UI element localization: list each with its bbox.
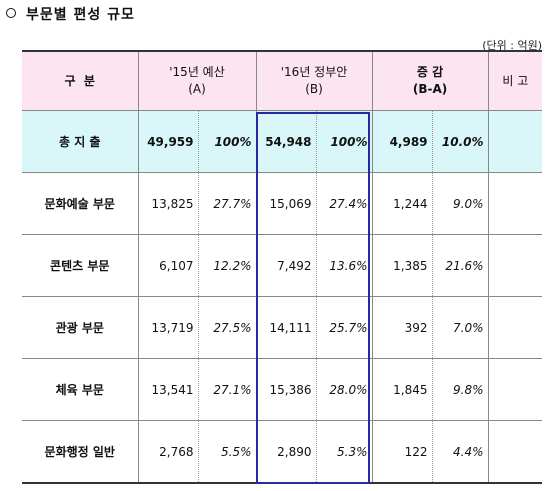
row-change-pct: 4.4%	[431, 420, 489, 484]
row-change-pct: 9.0%	[431, 172, 489, 235]
row-budget15-value: 13,541	[137, 358, 198, 421]
header-budget15: '15년 예산 (A)	[137, 50, 257, 111]
row-budget15-pct: 27.5%	[197, 296, 257, 359]
row-change-value: 1,244	[371, 172, 433, 235]
section-title: 부문별 편성 규모	[6, 4, 135, 24]
row-budget16-value: 54,948	[255, 110, 317, 173]
header-budget16: '16년 정부안 (B)	[255, 50, 373, 111]
row-category: 총 지 출	[22, 110, 139, 173]
row-budget16-pct: 5.3%	[315, 420, 373, 484]
row-change-value: 1,385	[371, 234, 433, 297]
table-header-row: 구 분 '15년 예산 (A) '16년 정부안 (B) 증 감 (B-A) 비…	[22, 50, 543, 111]
header-note: 비 고	[487, 50, 543, 111]
row-budget15-value: 2,768	[137, 420, 198, 484]
table-row: 체육 부문 13,541 27.1% 15,386 28.0% 1,845 9.8%	[22, 358, 543, 421]
row-budget15-pct: 12.2%	[197, 234, 257, 297]
row-budget16-value: 15,069	[255, 172, 317, 235]
row-change-value: 1,845	[371, 358, 433, 421]
table-row: 문화예술 부문 13,825 27.7% 15,069 27.4% 1,244 9.0%	[22, 172, 543, 235]
header-change-sub: (B-A)	[412, 82, 448, 96]
row-budget16-value: 14,111	[255, 296, 317, 359]
row-budget15-value: 13,825	[137, 172, 198, 235]
header-budget15-label: '15년 예산	[169, 65, 225, 79]
row-note	[487, 110, 543, 173]
row-change-value: 122	[371, 420, 433, 484]
row-change-value: 392	[371, 296, 433, 359]
row-budget16-pct: 28.0%	[315, 358, 373, 421]
row-change-pct: 10.0%	[431, 110, 489, 173]
row-budget15-pct: 100%	[197, 110, 257, 173]
header-budget16-sub: (B)	[305, 82, 323, 96]
row-budget15-pct: 27.7%	[197, 172, 257, 235]
row-note	[487, 296, 543, 359]
table-row: 관광 부문 13,719 27.5% 14,111 25.7% 392 7.0%	[22, 296, 543, 359]
header-budget16-label: '16년 정부안	[280, 65, 348, 79]
row-note	[487, 420, 543, 484]
row-budget16-value: 2,890	[255, 420, 317, 484]
row-note	[487, 172, 543, 235]
row-budget15-value: 49,959	[137, 110, 198, 173]
unit-label: (단위 : 억원)	[482, 39, 542, 52]
circle-bullet-icon	[6, 8, 16, 18]
row-budget15-value: 13,719	[137, 296, 198, 359]
row-change-pct: 7.0%	[431, 296, 489, 359]
row-budget15-pct: 27.1%	[197, 358, 257, 421]
row-budget15-pct: 5.5%	[197, 420, 257, 484]
row-category: 관광 부문	[22, 296, 139, 359]
header-budget15-sub: (A)	[188, 82, 206, 96]
row-note	[487, 358, 543, 421]
row-change-pct: 21.6%	[431, 234, 489, 297]
row-note	[487, 234, 543, 297]
row-category: 체육 부문	[22, 358, 139, 421]
row-budget16-pct: 27.4%	[315, 172, 373, 235]
row-change-value: 4,989	[371, 110, 433, 173]
row-budget16-pct: 13.6%	[315, 234, 373, 297]
header-change-label: 증 감	[416, 65, 444, 79]
header-change: 증 감 (B-A)	[371, 50, 489, 111]
section-title-text: 부문별 편성 규모	[26, 7, 135, 23]
row-category: 문화행정 일반	[22, 420, 139, 484]
row-category: 문화예술 부문	[22, 172, 139, 235]
row-budget15-value: 6,107	[137, 234, 198, 297]
row-budget16-value: 15,386	[255, 358, 317, 421]
row-budget16-pct: 25.7%	[315, 296, 373, 359]
table-row: 총 지 출 49,959 100% 54,948 100% 4,989 10.0%	[22, 110, 543, 173]
row-budget16-value: 7,492	[255, 234, 317, 297]
table-row: 문화행정 일반 2,768 5.5% 2,890 5.3% 122 4.4%	[22, 420, 543, 484]
row-category: 콘텐츠 부문	[22, 234, 139, 297]
table-row: 콘텐츠 부문 6,107 12.2% 7,492 13.6% 1,385 21.6%	[22, 234, 543, 297]
budget-table: 구 분 '15년 예산 (A) '16년 정부안 (B) 증 감 (B-A) 비…	[22, 50, 543, 484]
header-category: 구 분	[22, 50, 139, 111]
row-change-pct: 9.8%	[431, 358, 489, 421]
row-budget16-pct: 100%	[315, 110, 373, 173]
